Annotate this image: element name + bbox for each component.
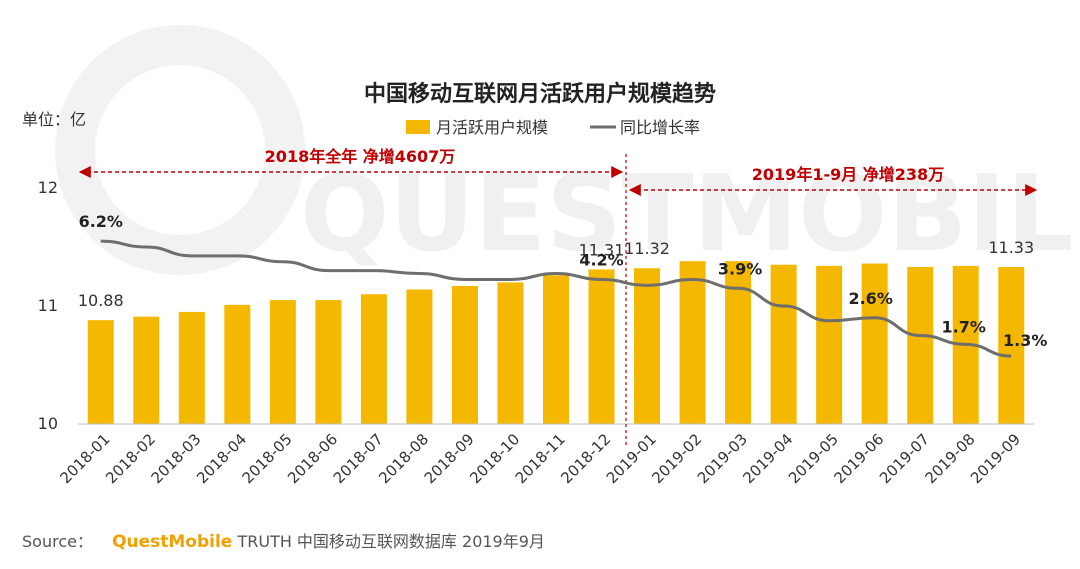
- bar-value-label: 11.32: [624, 239, 670, 258]
- growth-value-label: 4.2%: [579, 250, 623, 269]
- bar-2019-04: [770, 264, 797, 424]
- bar-2019-06: [861, 263, 888, 424]
- x-axis-ticks: 2018-012018-022018-032018-042018-052018-…: [57, 430, 1025, 487]
- growth-value-label: 3.9%: [718, 259, 762, 278]
- source-brand: QuestMobile: [112, 532, 232, 552]
- growth-value-label: 6.2%: [79, 212, 123, 231]
- bar-2019-05: [816, 265, 843, 424]
- annotation-2019-text: 2019年1-9月 净增238万: [752, 165, 944, 184]
- legend-bar-label: 月活跃用户规模: [436, 118, 548, 137]
- source-prefix: Source：: [22, 532, 93, 551]
- bar-2018-05: [269, 300, 296, 424]
- y-tick-label: 11: [38, 296, 58, 315]
- x-tick-label: 2019-09: [967, 430, 1024, 487]
- y-tick-label: 12: [38, 178, 58, 197]
- bars-group: [87, 261, 1025, 424]
- annotation-2018-text: 2018年全年 净增4607万: [265, 147, 456, 166]
- source-rest: TRUTH 中国移动互联网数据库 2019年9月: [236, 532, 544, 551]
- growth-value-label: 1.3%: [1003, 331, 1047, 350]
- bar-2018-01: [87, 320, 114, 424]
- growth-rate-line: [100, 239, 1012, 358]
- bar-value-label: 11.33: [988, 238, 1034, 257]
- bar-2019-02: [679, 261, 706, 424]
- bar-2019-07: [907, 267, 934, 424]
- legend-line-label: 同比增长率: [620, 118, 700, 137]
- annotation-2018: 2018年全年 净增4607万: [78, 147, 624, 178]
- bar-2018-09: [451, 285, 478, 424]
- bar-2019-01: [634, 268, 661, 424]
- growth-value-label: 2.6%: [848, 289, 892, 308]
- legend-bar-swatch: [406, 120, 430, 134]
- bar-value-label: 10.88: [78, 291, 124, 310]
- y-axis: 10 11 12: [38, 178, 58, 433]
- bar-2018-12: [588, 269, 615, 424]
- legend: 月活跃用户规模 同比增长率: [406, 118, 700, 137]
- bar-2018-10: [497, 282, 524, 424]
- value-labels: 10.88 11.31 11.32 11.33 6.2% 4.2% 3.9% 2.6% 1.7%…: [78, 212, 1048, 350]
- bar-2018-11: [543, 275, 569, 424]
- source-line: Source： QuestMobile TRUTH 中国移动互联网数据库 201…: [22, 532, 545, 552]
- bar-value-label: 11.31: [579, 240, 625, 259]
- annotation-2019: 2019年1-9月 净增238万: [628, 165, 1038, 196]
- growth-line-group: [100, 239, 1012, 358]
- bar-2018-06: [315, 300, 342, 424]
- bar-2019-09: [998, 267, 1025, 424]
- bar-2018-07: [360, 294, 387, 424]
- bar-2018-03: [178, 311, 205, 424]
- svg-text:Source： QuestMobile: Source： QuestMobile TRUTH 中国移动互联网数据库 201…: [22, 532, 545, 552]
- bar-2018-04: [224, 304, 251, 424]
- bar-2019-03: [725, 261, 752, 424]
- unit-label: 单位：亿: [22, 110, 86, 129]
- bar-2018-02: [133, 316, 160, 424]
- watermark: QUESTMOBILE: [55, 25, 1080, 275]
- chart-title: 中国移动互联网月活跃用户规模趋势: [364, 81, 716, 107]
- bar-2018-08: [406, 289, 433, 424]
- y-tick-label: 10: [38, 414, 58, 433]
- growth-value-label: 1.7%: [942, 317, 986, 336]
